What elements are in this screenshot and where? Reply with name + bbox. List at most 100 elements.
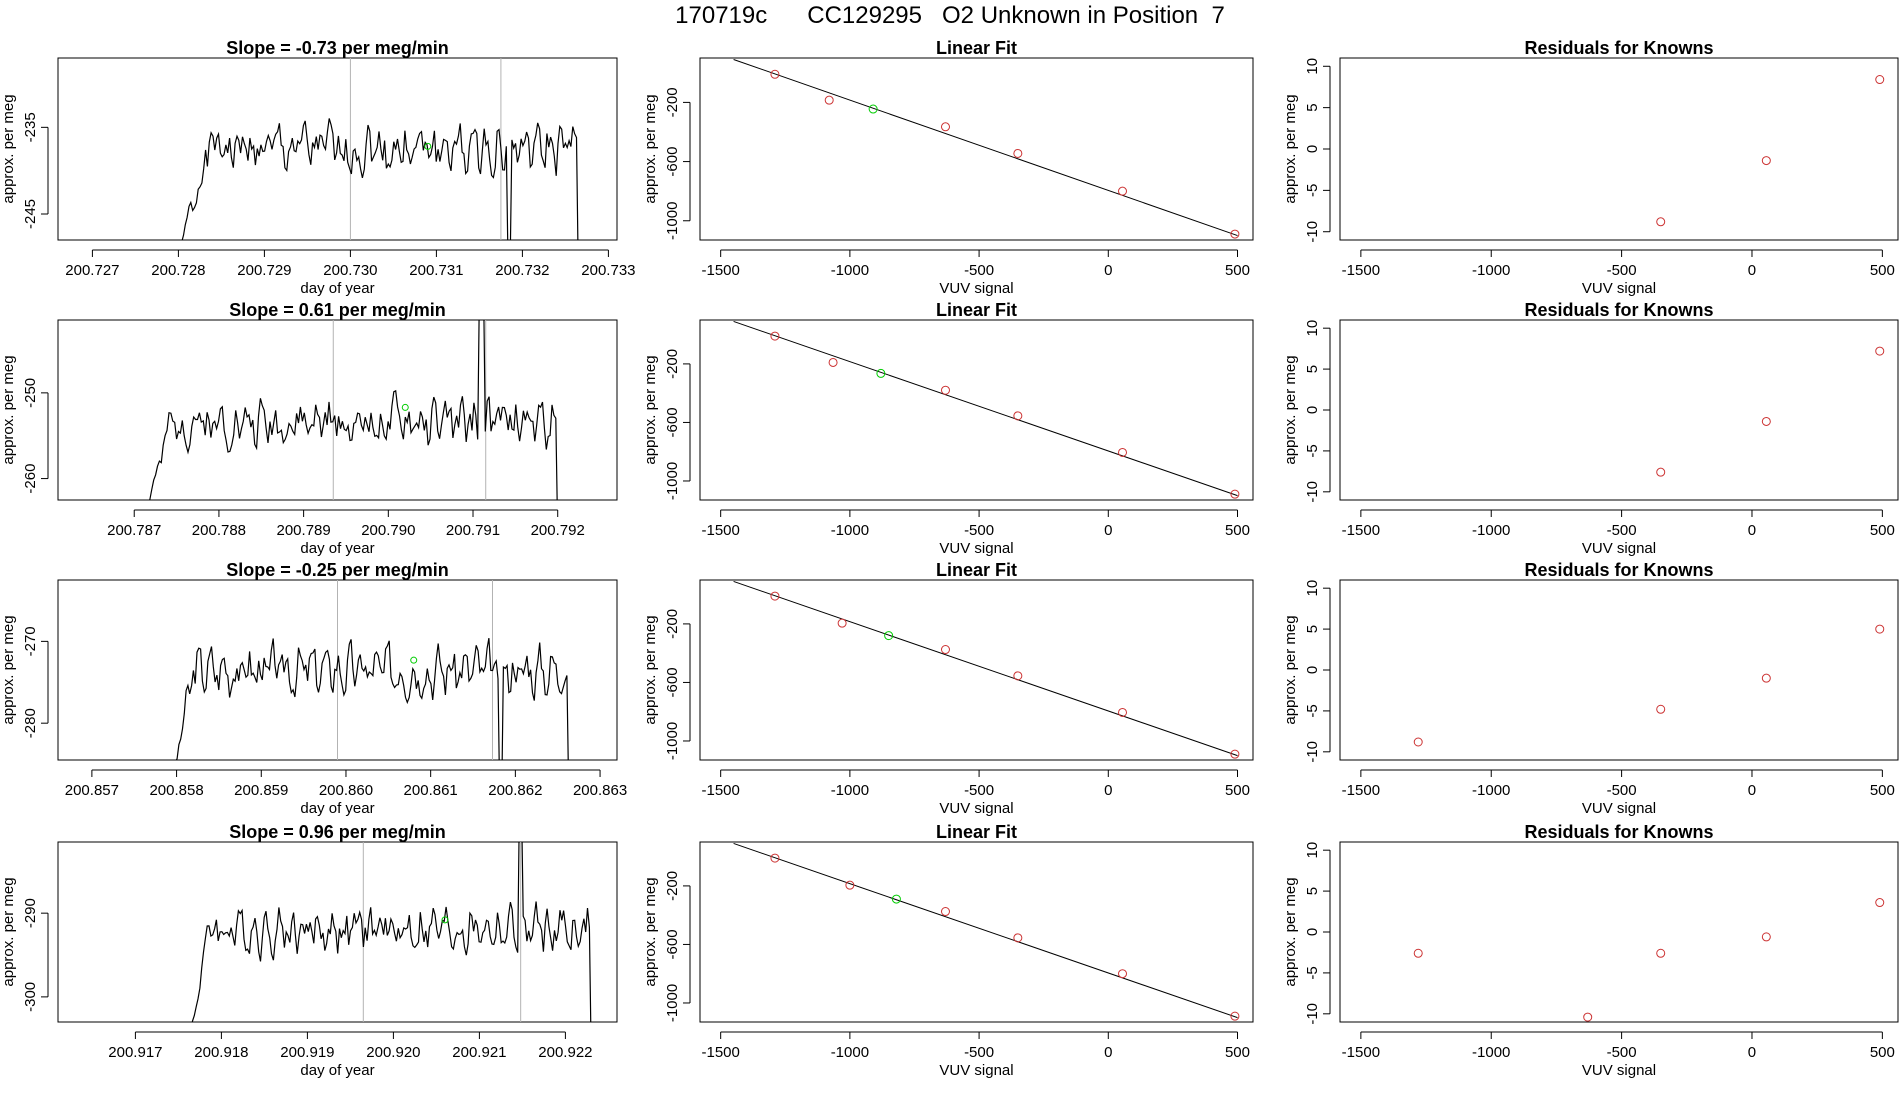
fit-line [733,580,1238,757]
y-tick-label: 0 [1304,406,1321,414]
chart-title: Residuals for Knowns [1524,822,1713,842]
y-axis-label: approx. per meg [1282,615,1299,724]
x-tick-label: 500 [1225,1044,1250,1061]
unknown-point [868,104,878,114]
y-axis-label: approx. per meg [1282,355,1299,464]
y-tick-label: -5 [1304,704,1321,717]
x-axis-label: VUV signal [939,800,1013,817]
chart-title: Residuals for Knowns [1524,300,1713,320]
x-tick-label: -500 [964,782,994,799]
y-tick-label: -5 [1304,444,1321,457]
y-axis: -200 -600 -1000 [664,609,691,760]
x-axis: 200.787 200.788 200.789 200.790 200.791 200.7… [107,509,585,539]
residual-point [1875,75,1885,85]
y-tick-label: -200 [664,871,681,901]
residual-chart: Residuals for Knowns -1500 -1000 -500 0 500 VU… [1282,38,1899,297]
y-axis: -290 -300 [22,898,49,1012]
x-tick-label: -500 [1607,262,1637,279]
unknown-point [441,916,449,924]
residual-chart: Residuals for Knowns -1500 -1000 -500 0 500 VU… [1282,300,1899,557]
x-axis-label: VUV signal [1582,1062,1656,1079]
x-axis-label: day of year [300,800,374,817]
x-tick-label: -1500 [1342,262,1380,279]
x-axis-label: day of year [300,1062,374,1079]
x-tick-label: 500 [1870,522,1895,539]
x-tick-label: 500 [1225,522,1250,539]
y-tick-label: -10 [1304,481,1321,503]
plot-box [699,319,1254,501]
x-tick-label: -1000 [831,782,869,799]
residual-point [1761,932,1771,942]
x-tick-label: 0 [1748,522,1756,539]
y-axis-label: approx. per meg [1282,94,1299,203]
x-axis: -1500 -1000 -500 0 500 [1342,509,1895,539]
plot-box [699,579,1254,761]
x-tick-label: 500 [1225,262,1250,279]
residual-point [1656,467,1666,477]
x-tick-label: 200.857 [65,782,119,799]
x-tick-label: 200.863 [573,782,627,799]
residual-point [1583,1012,1593,1022]
fit-chart: Linear Fit -1500 -1000 -500 0 500 VUV signal -2… [642,38,1254,297]
chart-title: Residuals for Knowns [1524,38,1713,58]
y-tick-label: 0 [1304,928,1321,936]
x-tick-label: 200.791 [446,522,500,539]
known-point [940,907,950,917]
y-tick-label: 0 [1304,145,1321,153]
x-tick-label: 200.730 [323,262,377,279]
trace-line [181,118,579,240]
fit-line [733,842,1238,1019]
x-tick-label: 200.860 [319,782,373,799]
chart-title: Linear Fit [936,38,1017,58]
y-tick-label: -290 [22,898,39,928]
y-axis: 10 5 0 -5 -10 [1304,580,1331,763]
x-tick-label: 200.861 [404,782,458,799]
y-axis-label: approx. per meg [642,94,659,203]
known-point [824,95,834,105]
unknown-point [410,656,418,664]
known-point [1230,229,1240,239]
x-axis: -1500 -1000 -500 0 500 [701,249,1250,279]
y-tick-label: -235 [22,112,39,142]
y-tick-label: 10 [1304,58,1321,75]
x-axis-label: day of year [300,540,374,557]
x-tick-label: 500 [1870,782,1895,799]
plot-area [175,580,569,760]
y-tick-label: 10 [1304,842,1321,859]
chart-title: Linear Fit [936,560,1017,580]
known-point [940,645,950,655]
y-tick-label: -1000 [664,202,681,240]
plot-area [181,58,579,240]
unknown-point [884,631,894,641]
x-tick-label: -1000 [831,1044,869,1061]
x-tick-label: -500 [1607,782,1637,799]
y-axis: -235 -245 [22,112,49,229]
page-title: 170719c CC129295 O2 Unknown in Position … [675,2,1225,29]
x-axis-label: VUV signal [1582,280,1656,297]
y-axis-label: approx. per meg [642,615,659,724]
x-tick-label: 200.792 [531,522,585,539]
y-tick-label: -270 [22,626,39,656]
x-axis-label: VUV signal [939,280,1013,297]
x-tick-label: 200.919 [280,1044,334,1061]
known-point [1118,969,1128,979]
known-point [837,618,847,628]
residual-chart: Residuals for Knowns -1500 -1000 -500 0 500 VU… [1282,822,1899,1079]
known-point [940,122,950,132]
y-tick-label: 5 [1304,103,1321,111]
x-tick-label: -1500 [701,262,739,279]
residual-point [1761,673,1771,683]
x-tick-label: -1000 [1472,262,1510,279]
chart-title: Residuals for Knowns [1524,560,1713,580]
chart-title: Linear Fit [936,300,1017,320]
x-tick-label: 200.731 [409,262,463,279]
y-tick-label: 10 [1304,320,1321,337]
x-tick-label: -1000 [1472,522,1510,539]
y-axis-label: approx. per meg [0,94,17,203]
x-tick-label: -500 [964,262,994,279]
plot-box [57,841,618,1023]
known-point [1118,447,1128,457]
x-tick-label: 200.790 [361,522,415,539]
known-point [770,591,780,601]
